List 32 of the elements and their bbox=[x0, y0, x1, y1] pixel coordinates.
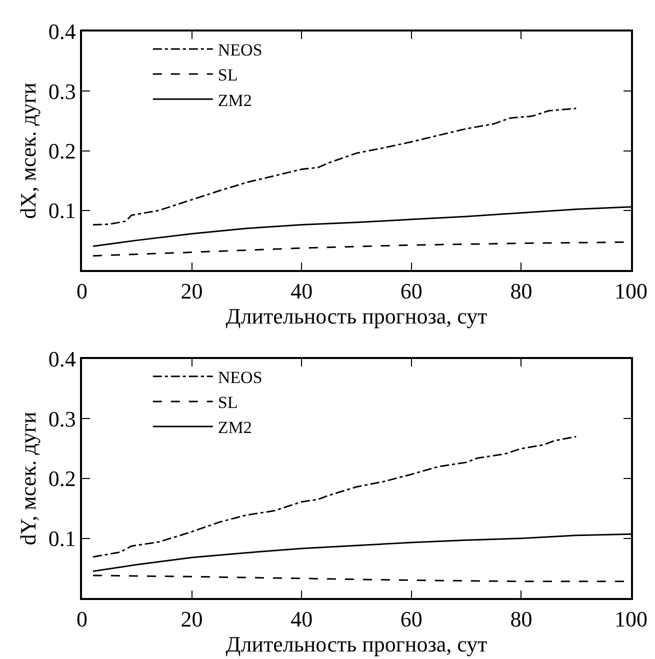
y-tick-label: 0.1 bbox=[48, 198, 76, 224]
y-tick-label: 0.1 bbox=[48, 526, 76, 552]
x-tick-label: 80 bbox=[510, 606, 532, 632]
x-tick-label: 100 bbox=[614, 278, 648, 304]
x-axis-title: Длительность прогноза, сут bbox=[226, 303, 488, 328]
legend-label: ZM2 bbox=[218, 418, 252, 438]
y-tick-label: 0.4 bbox=[48, 19, 76, 44]
x-tick-label: 20 bbox=[180, 606, 203, 632]
x-tick-label: 0 bbox=[76, 606, 88, 632]
x-tick-label: 60 bbox=[400, 606, 422, 632]
y-tick-label: 0.3 bbox=[48, 406, 76, 432]
y-tick-label: 0.3 bbox=[48, 78, 76, 104]
x-tick-label: 80 bbox=[510, 278, 532, 304]
x-tick-label: 20 bbox=[180, 278, 203, 304]
x-tick-label: 40 bbox=[290, 606, 313, 632]
y-tick-label: 0.2 bbox=[48, 138, 76, 164]
line-series bbox=[92, 436, 577, 558]
legend-label: ZM2 bbox=[218, 90, 252, 110]
legend-label: NEOS bbox=[218, 40, 262, 60]
x-tick-label: 100 bbox=[614, 606, 648, 632]
y-axis-title: dX, мсек. дуги bbox=[16, 82, 41, 219]
legend-label: SL bbox=[218, 393, 238, 412]
x-axis-title: Длительность прогноза, сут bbox=[226, 631, 488, 656]
y-tick-label: 0.2 bbox=[48, 466, 76, 492]
x-tick-label: 40 bbox=[290, 278, 313, 304]
y-tick-label: 0.4 bbox=[48, 346, 76, 372]
legend-label: NEOS bbox=[218, 368, 262, 387]
legend-label: SL bbox=[218, 66, 238, 85]
line-series bbox=[92, 108, 577, 226]
x-tick-label: 60 bbox=[400, 278, 422, 304]
y-axis-title: dY, мсек. дуги bbox=[16, 412, 41, 546]
x-tick-label: 0 bbox=[76, 278, 88, 304]
